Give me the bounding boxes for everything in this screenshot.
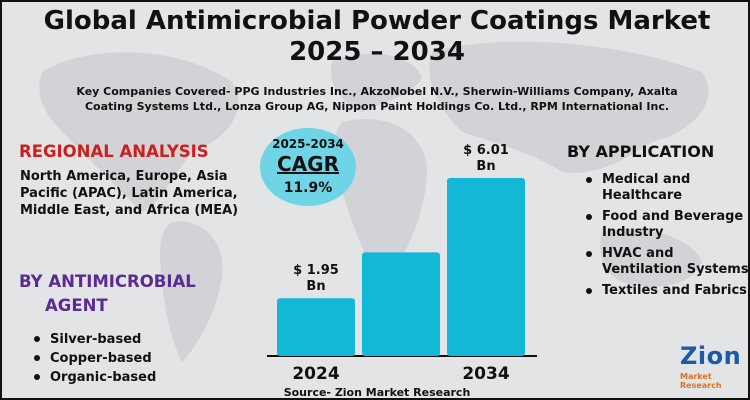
chart-category-label: 2024 xyxy=(292,364,339,384)
logo-name: Zion xyxy=(680,342,742,370)
application-list-item: Medical and Healthcare xyxy=(584,172,748,204)
zion-logo: Zion Market Research xyxy=(666,342,746,392)
application-list: Medical and Healthcare Food and Beverage… xyxy=(584,172,748,304)
antimicrobial-agent-heading: BY ANTIMICROBIAL AGENT xyxy=(19,270,219,318)
chart-bar xyxy=(362,252,440,356)
agent-heading-line-1: BY ANTIMICROBIAL xyxy=(19,272,196,291)
key-companies-subtitle: Key Companies Covered- PPG Industries In… xyxy=(76,85,678,113)
antimicrobial-agent-list: Silver-based Copper-based Organic-based xyxy=(32,330,156,387)
cagr-bubble: 2025-2034 CAGR 11.9% xyxy=(260,128,356,206)
regional-analysis-text: North America, Europe, Asia Pacific (APA… xyxy=(20,169,239,218)
application-list-item: Food and Beverage Industry xyxy=(584,209,748,241)
cagr-value: 11.9% xyxy=(283,180,333,196)
chart-data-label: $ 6.01 Bn xyxy=(463,143,509,174)
logo-subtext: Market Research xyxy=(680,372,722,390)
title-line-1: Global Antimicrobial Powder Coatings Mar… xyxy=(43,6,711,36)
main-title: Global Antimicrobial Powder Coatings Mar… xyxy=(2,6,748,68)
agent-list-item: Organic-based xyxy=(32,368,156,387)
cagr-label: CAGR xyxy=(277,152,339,176)
agent-list-item: Copper-based xyxy=(32,349,156,368)
application-heading: BY APPLICATION xyxy=(567,142,715,161)
agent-list-item: Silver-based xyxy=(32,330,156,349)
source-note: Source- Zion Market Research xyxy=(283,386,471,399)
application-list-item: HVAC and Ventilation Systems xyxy=(584,246,748,278)
regional-analysis-heading: REGIONAL ANALYSIS xyxy=(19,142,209,161)
chart-category-label: 2034 xyxy=(462,364,509,384)
application-list-item: Textiles and Fabrics xyxy=(584,283,748,299)
cagr-years: 2025-2034 xyxy=(272,137,344,151)
title-line-2: 2025 – 2034 xyxy=(289,37,465,67)
agent-heading-line-2: AGENT xyxy=(45,296,108,315)
chart-data-label: $ 1.95 Bn xyxy=(293,263,339,294)
chart-bar xyxy=(447,178,525,356)
chart-bar xyxy=(277,298,355,356)
